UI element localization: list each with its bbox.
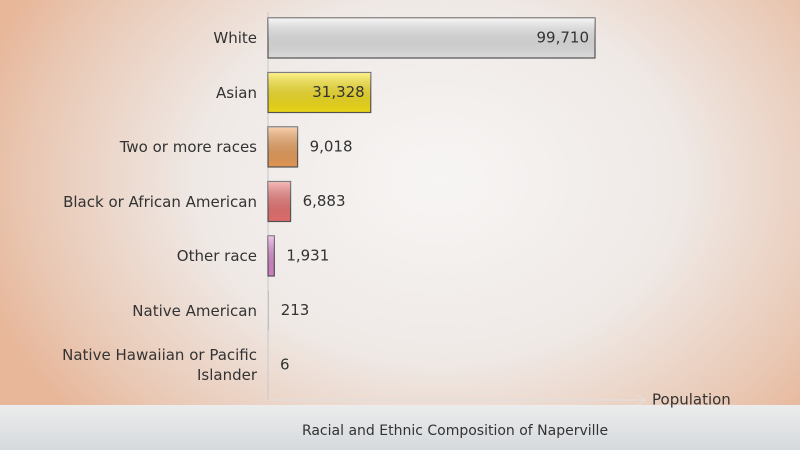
x-axis-label: Population	[652, 391, 731, 409]
value-label: 31,328	[312, 83, 365, 101]
category-label: Other race	[176, 247, 257, 265]
category-label: White	[213, 29, 257, 47]
footer-band	[0, 405, 800, 450]
value-label: 9,018	[310, 138, 353, 156]
value-label: 6	[280, 356, 290, 374]
bar	[267, 235, 275, 277]
category-label: Two or more races	[119, 138, 257, 156]
bar	[268, 290, 269, 331]
value-label: 99,710	[537, 29, 590, 47]
bar	[267, 126, 299, 168]
category-label: Native American	[132, 301, 257, 320]
value-label: 1,931	[286, 247, 329, 265]
category-label: Asian	[216, 83, 257, 102]
bar	[268, 345, 269, 385]
category-label: Black or African American	[63, 192, 257, 211]
value-label: 6,883	[303, 192, 346, 210]
axis-arrow	[636, 394, 648, 406]
bar	[267, 180, 292, 223]
chart-title: Racial and Ethnic Composition of Napervi…	[302, 423, 608, 439]
category-label: Native Hawaiian or Pacific Islander	[62, 346, 257, 384]
value-label: 213	[281, 301, 310, 319]
